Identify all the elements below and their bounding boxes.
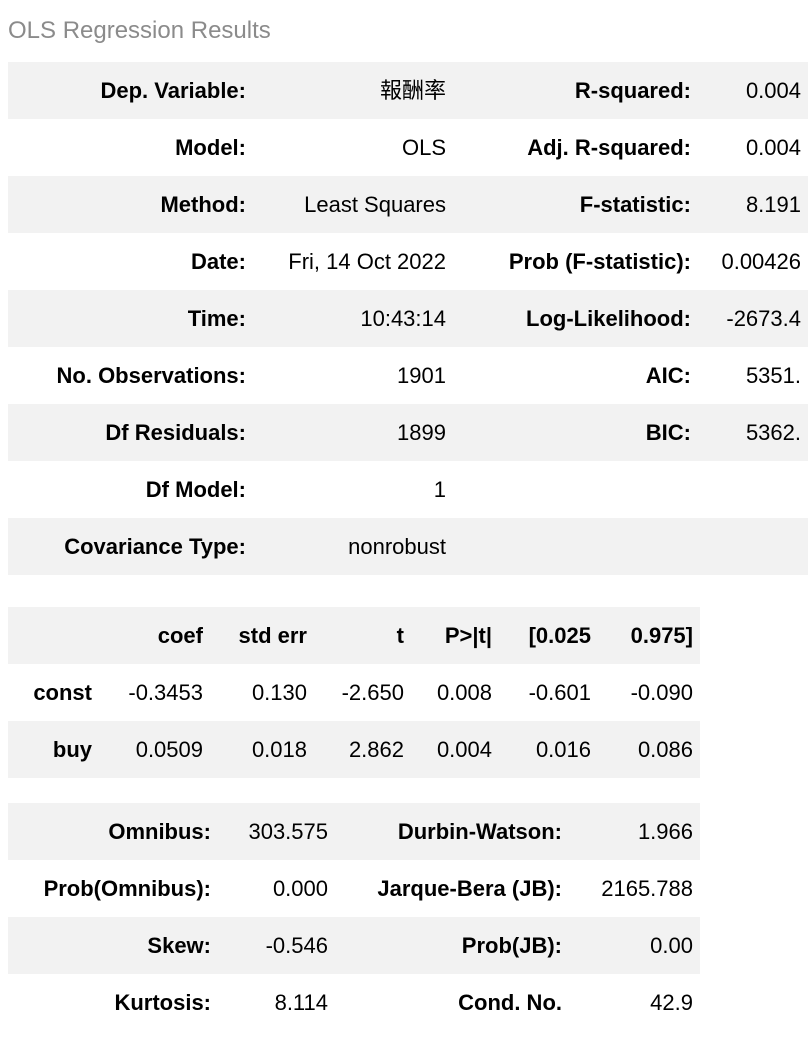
summary-value: 5351. — [745, 363, 801, 388]
summary-label: BIC: — [645, 420, 691, 445]
summary-value: Least Squares — [304, 192, 446, 217]
summary-label: Method: — [160, 192, 246, 217]
diagnostic-value: 303.575 — [248, 819, 328, 844]
summary-label: Prob (F-statistic): — [508, 249, 691, 274]
summary-label — [453, 461, 698, 518]
summary-label: Covariance Type: — [64, 534, 246, 559]
diagnostic-value: -0.546 — [265, 933, 328, 958]
summary-value: 報酬率 — [379, 78, 446, 103]
table-row: Model: OLS Adj. R-squared: 0.004 — [8, 119, 808, 176]
coef-header: [0.025 — [528, 623, 591, 648]
coef-row-buy: buy 0.0509 0.018 2.862 0.004 0.016 0.086 — [8, 721, 700, 778]
diagnostic-label: Jarque-Bera (JB): — [377, 876, 562, 901]
diagnostic-label: Durbin-Watson: — [397, 819, 562, 844]
summary-value: -2673.4 — [726, 306, 801, 331]
diagnostic-value: 2165.788 — [601, 876, 693, 901]
summary-label: No. Observations: — [56, 363, 246, 388]
diagnostic-value: 42.9 — [650, 990, 693, 1015]
coef-value: -0.090 — [630, 680, 693, 705]
summary-label: Date: — [190, 249, 246, 274]
coef-value: -0.601 — [528, 680, 591, 705]
summary-label: Df Residuals: — [105, 420, 246, 445]
summary-label: Time: — [187, 306, 246, 331]
summary-label: Log-Likelihood: — [526, 306, 691, 331]
table-row: Covariance Type: nonrobust — [8, 518, 808, 575]
summary-label: Adj. R-squared: — [527, 135, 691, 160]
table-row: No. Observations: 1901 AIC: 5351. — [8, 347, 808, 404]
table-row: Time: 10:43:14 Log-Likelihood: -2673.4 — [8, 290, 808, 347]
coef-row-const: const -0.3453 0.130 -2.650 0.008 -0.601 … — [8, 664, 700, 721]
summary-label: Model: — [175, 135, 246, 160]
coef-header: t — [396, 623, 404, 648]
summary-label: Dep. Variable: — [100, 78, 246, 103]
summary-value: OLS — [401, 135, 446, 160]
coef-row-label: buy — [52, 737, 92, 762]
summary-value: 0.004 — [745, 78, 801, 103]
coef-value: 0.0509 — [135, 737, 203, 762]
summary-value: nonrobust — [348, 534, 446, 559]
coef-header-row: coef std err t P>|t| [0.025 0.975] — [8, 607, 700, 664]
coef-header: coef — [157, 623, 203, 648]
summary-value: 10:43:14 — [360, 306, 446, 331]
summary-label: R-squared: — [574, 78, 691, 103]
diagnostic-label: Skew: — [147, 933, 211, 958]
coef-header: std err — [238, 623, 307, 648]
summary-value — [698, 461, 808, 518]
table-row: Skew: -0.546 Prob(JB): 0.00 — [8, 917, 700, 974]
diagnostic-label: Prob(JB): — [461, 933, 562, 958]
summary-value: 1901 — [397, 363, 446, 388]
diagnostic-label: Cond. No. — [458, 990, 562, 1015]
summary-label — [453, 518, 698, 575]
coef-value: 0.130 — [251, 680, 307, 705]
coef-header: 0.975] — [630, 623, 693, 648]
coefficients-table: coef std err t P>|t| [0.025 0.975] const… — [8, 607, 700, 778]
coef-value: 0.004 — [436, 737, 492, 762]
summary-value: 1 — [433, 477, 446, 502]
model-summary-table: Dep. Variable: 報酬率 R-squared: 0.004 Mode… — [8, 62, 808, 575]
diagnostic-value: 0.000 — [272, 876, 328, 901]
summary-value: Fri, 14 Oct 2022 — [288, 249, 446, 274]
summary-label: F-statistic: — [579, 192, 691, 217]
coef-value: 0.008 — [436, 680, 492, 705]
summary-value: 8.191 — [745, 192, 801, 217]
coef-value: 2.862 — [348, 737, 404, 762]
table-row: Kurtosis: 8.114 Cond. No. 42.9 — [8, 974, 700, 1031]
coef-row-label: const — [33, 680, 92, 705]
coef-value: 0.016 — [535, 737, 591, 762]
diagnostic-value: 1.966 — [637, 819, 693, 844]
diagnostics-table: Omnibus: 303.575 Durbin-Watson: 1.966 Pr… — [8, 803, 700, 1031]
summary-value: 0.00426 — [721, 249, 801, 274]
summary-value: 5362. — [745, 420, 801, 445]
table-row: Method: Least Squares F-statistic: 8.191 — [8, 176, 808, 233]
diagnostic-label: Kurtosis: — [114, 990, 211, 1015]
coef-header — [8, 607, 99, 664]
table-row: Omnibus: 303.575 Durbin-Watson: 1.966 — [8, 803, 700, 860]
diagnostic-value: 0.00 — [650, 933, 693, 958]
table-row: Date: Fri, 14 Oct 2022 Prob (F-statistic… — [8, 233, 808, 290]
coef-value: 0.086 — [637, 737, 693, 762]
diagnostic-value: 8.114 — [274, 990, 328, 1015]
summary-value: 1899 — [397, 420, 446, 445]
table-row: Prob(Omnibus): 0.000 Jarque-Bera (JB): 2… — [8, 860, 700, 917]
summary-value: 0.004 — [745, 135, 801, 160]
coef-header: P>|t| — [444, 623, 492, 648]
ols-regression-results-page: OLS Regression Results Dep. Variable: 報酬… — [0, 16, 811, 1031]
coef-value: -2.650 — [341, 680, 404, 705]
table-row: Dep. Variable: 報酬率 R-squared: 0.004 — [8, 62, 808, 119]
summary-label: AIC: — [645, 363, 691, 388]
coef-value: 0.018 — [251, 737, 307, 762]
summary-label: Df Model: — [145, 477, 246, 502]
page-title: OLS Regression Results — [8, 17, 271, 44]
diagnostic-label: Prob(Omnibus): — [43, 876, 211, 901]
table-row: Df Residuals: 1899 BIC: 5362. — [8, 404, 808, 461]
table-row: Df Model: 1 — [8, 461, 808, 518]
coef-value: -0.3453 — [128, 680, 203, 705]
diagnostic-label: Omnibus: — [108, 819, 211, 844]
summary-value — [698, 518, 808, 575]
